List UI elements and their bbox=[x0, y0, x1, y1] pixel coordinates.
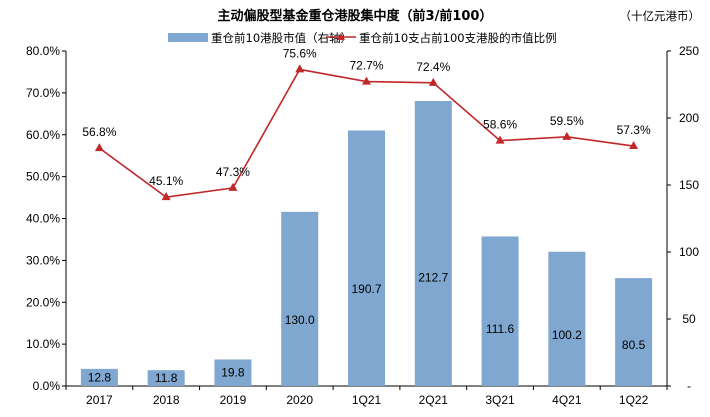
bar bbox=[281, 211, 319, 386]
x-axis-tick-label: 4Q21 bbox=[552, 393, 582, 407]
left-axis-tick-label: 0.0% bbox=[33, 379, 61, 393]
x-axis-tick-label: 2Q21 bbox=[419, 393, 449, 407]
legend-marker-line bbox=[337, 33, 345, 40]
right-axis-tick-label: 50 bbox=[682, 312, 696, 326]
x-axis-tick-label: 3Q21 bbox=[485, 393, 515, 407]
bar bbox=[214, 359, 252, 386]
line-value-label: 72.7% bbox=[349, 59, 383, 73]
line-point bbox=[362, 76, 371, 85]
right-axis-tick-label: 150 bbox=[679, 178, 699, 192]
bar bbox=[414, 100, 452, 387]
bar-value-label: 12.8 bbox=[88, 370, 112, 384]
legend-label-bars: 重仓前10港股市值（右轴） bbox=[211, 31, 352, 45]
bar bbox=[481, 236, 519, 386]
line-value-label: 47.3% bbox=[216, 165, 250, 179]
bar-value-label: 19.8 bbox=[221, 366, 245, 380]
line-series: 56.8% 45.1% 47.3% 75.6% 72.7% 72.4% 58.6% 59.5%… bbox=[82, 46, 651, 201]
left-axis-tick-label: 20.0% bbox=[26, 295, 60, 309]
line-point bbox=[161, 192, 171, 201]
line-point bbox=[562, 131, 572, 140]
line-point bbox=[495, 135, 505, 144]
bar-series: 12.8 11.8 19.8 130.0 190.7 212.7 111.6 100.2 80.… bbox=[80, 100, 653, 387]
bar-value-label: 212.7 bbox=[418, 271, 448, 285]
line-value-label: 58.6% bbox=[483, 118, 517, 132]
legend: 重仓前10港股市值（右轴） 重仓前10支占前100支港股的市值比例 bbox=[168, 31, 557, 45]
x-axis-tick-label: 2020 bbox=[286, 393, 313, 407]
bar bbox=[348, 130, 385, 386]
line-point bbox=[629, 141, 639, 150]
unit-label: （十亿元港币） bbox=[620, 9, 701, 23]
legend-label-line: 重仓前10支占前100支港股的市值比例 bbox=[359, 31, 557, 45]
bar-value-label: 80.5 bbox=[622, 338, 646, 352]
line-value-label: 56.8% bbox=[82, 125, 116, 139]
left-axis-tick-label: 30.0% bbox=[26, 253, 60, 267]
bar bbox=[615, 278, 653, 386]
line-point bbox=[228, 182, 238, 191]
left-axis-tick-label: 10.0% bbox=[26, 337, 60, 351]
x-axis-tick-label: 2018 bbox=[153, 393, 180, 407]
right-axis-tick-label: 100 bbox=[679, 245, 699, 259]
left-axis-tick-label: 60.0% bbox=[26, 128, 60, 142]
left-axis-tick-label: 70.0% bbox=[26, 86, 60, 100]
line-value-label: 59.5% bbox=[550, 114, 584, 128]
bar bbox=[80, 368, 118, 386]
bar bbox=[548, 251, 586, 386]
bar-value-label: 100.2 bbox=[552, 328, 582, 342]
bar-value-label: 11.8 bbox=[155, 371, 178, 385]
left-axis-tick-label: 40.0% bbox=[26, 212, 60, 226]
legend-swatch-bars bbox=[168, 33, 208, 42]
right-axis-tick-label: 200 bbox=[679, 111, 699, 125]
line-value-label: 72.4% bbox=[416, 60, 450, 74]
right-axis-tick-label: - bbox=[687, 379, 691, 393]
line-point bbox=[428, 77, 438, 86]
bar-value-label: 111.6 bbox=[486, 322, 515, 336]
left-axis-tick-label: 50.0% bbox=[26, 170, 60, 184]
x-axis-tick-label: 2017 bbox=[86, 393, 113, 407]
line-value-label: 57.3% bbox=[617, 123, 651, 137]
line-point bbox=[295, 64, 305, 73]
bar bbox=[147, 370, 185, 386]
x-axis-tick-label: 1Q22 bbox=[619, 393, 649, 407]
x-axis-tick-label: 1Q21 bbox=[352, 393, 382, 407]
bar-value-label: 190.7 bbox=[351, 282, 381, 296]
bar-value-label: 130.0 bbox=[285, 313, 315, 327]
left-axis-tick-label: 80.0% bbox=[26, 44, 60, 58]
x-axis-tick-label: 2019 bbox=[220, 393, 247, 407]
line-value-label: 75.6% bbox=[283, 46, 317, 60]
chart-title: 主动偏股型基金重仓港股集中度（前3/前100） bbox=[218, 8, 493, 24]
right-axis-tick-label: 250 bbox=[679, 44, 699, 58]
line-point bbox=[94, 143, 104, 152]
line-value-label: 45.1% bbox=[149, 174, 183, 188]
